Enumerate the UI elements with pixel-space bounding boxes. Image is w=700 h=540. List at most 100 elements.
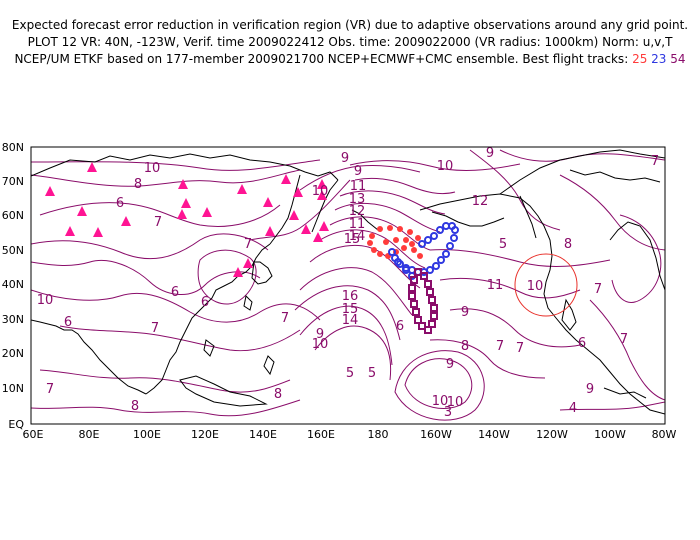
observation-sites: [45, 162, 329, 277]
contour-lines: [31, 149, 665, 421]
map-title-line-2: PLOT 12 VR: 40N, -123W, Verif. time 2009…: [27, 35, 673, 49]
contour-label: 4: [569, 401, 577, 416]
observation-site-marker: [65, 226, 75, 236]
contour-label: 10: [37, 293, 54, 308]
track-25-point: [401, 245, 407, 251]
observation-site-marker: [77, 206, 87, 216]
contour-label: 9: [446, 357, 454, 372]
contour-label: 6: [64, 315, 72, 330]
latitude-labels: 80N 70N 60N 50N 40N 30N 20N 10N EQ: [2, 141, 25, 431]
lon-label: 100W: [594, 428, 626, 441]
observation-site-marker: [233, 267, 243, 277]
contour-label: 7: [244, 237, 252, 252]
track-23-point: [442, 250, 450, 258]
contour-label: 8: [131, 399, 139, 414]
lat-label: 40N: [2, 278, 24, 291]
observation-site-marker: [87, 162, 97, 172]
track-54-point: [430, 304, 438, 312]
contour-label: 9: [316, 327, 324, 342]
contour-label: 6: [116, 196, 124, 211]
map-title-line-3: NCEP/UM ETKF based on 177-member 2009021…: [0, 52, 700, 66]
track-id-54: 54: [670, 52, 686, 66]
lat-label: 30N: [2, 313, 24, 326]
track-54-point: [428, 320, 436, 328]
contour-label: 7: [651, 154, 659, 169]
observation-site-marker: [243, 258, 253, 268]
contour-label: 6: [171, 285, 179, 300]
lon-label: 120W: [536, 428, 568, 441]
contour-label: 5: [499, 237, 507, 252]
contour-label: 7: [151, 321, 159, 336]
observation-site-marker: [202, 207, 212, 217]
contour-label: 9: [341, 151, 349, 166]
observation-site-marker: [177, 209, 187, 219]
track-25-point: [377, 226, 383, 232]
contour-label: 16: [342, 289, 359, 304]
track-23-point: [388, 248, 396, 256]
contour-label: 10: [437, 159, 454, 174]
lat-label: 70N: [2, 175, 24, 188]
lon-label: 180: [368, 428, 389, 441]
contour-label: 14: [349, 229, 366, 244]
observation-site-marker: [317, 190, 327, 200]
observation-site-marker: [181, 198, 191, 208]
contour-label: 13: [349, 192, 366, 207]
observation-site-marker: [301, 224, 311, 234]
track-25-point: [367, 240, 373, 246]
track-23-point: [424, 236, 432, 244]
observation-site-marker: [121, 216, 131, 226]
contour-label: 9: [486, 146, 494, 161]
track-54-point: [430, 312, 438, 320]
track-25-point: [393, 237, 399, 243]
track-23-point: [432, 262, 440, 270]
track-23-point: [402, 266, 410, 274]
contour-label: 5: [346, 366, 354, 381]
contour-label: 10: [312, 184, 329, 199]
track-23-point: [450, 234, 458, 242]
observation-site-marker: [281, 174, 291, 184]
track-54-point: [428, 296, 436, 304]
contour-label: 7: [281, 311, 289, 326]
lat-label: 80N: [2, 141, 24, 154]
track-23-point: [446, 242, 454, 250]
lat-label: EQ: [8, 418, 24, 431]
track-id-25: 25: [632, 52, 648, 66]
observation-site-marker: [265, 226, 275, 236]
lon-label: 140W: [478, 428, 510, 441]
lon-label: 160E: [307, 428, 335, 441]
contour-label: 11: [487, 278, 504, 293]
contour-label: 14: [342, 313, 359, 328]
lon-label: 160W: [420, 428, 452, 441]
map-title-line-1: Expected forecast error reduction in ver…: [11, 18, 689, 32]
track-54-point: [408, 292, 416, 300]
track-25-point: [369, 233, 375, 239]
observation-site-marker: [263, 197, 273, 207]
contour-label: 8: [564, 237, 572, 252]
track-25-point: [415, 235, 421, 241]
track-25-point: [371, 247, 377, 253]
observation-site-marker: [313, 232, 323, 242]
lat-label: 20N: [2, 347, 24, 360]
contour-label: 8: [461, 339, 469, 354]
track-54-point: [426, 288, 434, 296]
flight-track-54: [408, 268, 438, 334]
lon-label: 140E: [249, 428, 277, 441]
contour-label: 11: [349, 217, 366, 232]
flight-track-25: [367, 225, 423, 259]
contour-label: 7: [594, 282, 602, 297]
observation-site-marker: [317, 179, 327, 189]
track-23-point: [437, 256, 445, 264]
observation-site-marker: [293, 187, 303, 197]
contour-label: 7: [46, 382, 54, 397]
track-54-point: [410, 300, 418, 308]
track-23-point: [394, 258, 402, 266]
contour-label: 11: [350, 179, 367, 194]
observation-site-marker: [45, 186, 55, 196]
contour-label: 6: [578, 336, 586, 351]
lon-label: 120E: [191, 428, 219, 441]
track-25-point: [411, 247, 417, 253]
contour-label: 7: [620, 332, 628, 347]
lon-label: 100E: [133, 428, 161, 441]
contour-label: 9: [461, 305, 469, 320]
contour-label: 9: [586, 382, 594, 397]
